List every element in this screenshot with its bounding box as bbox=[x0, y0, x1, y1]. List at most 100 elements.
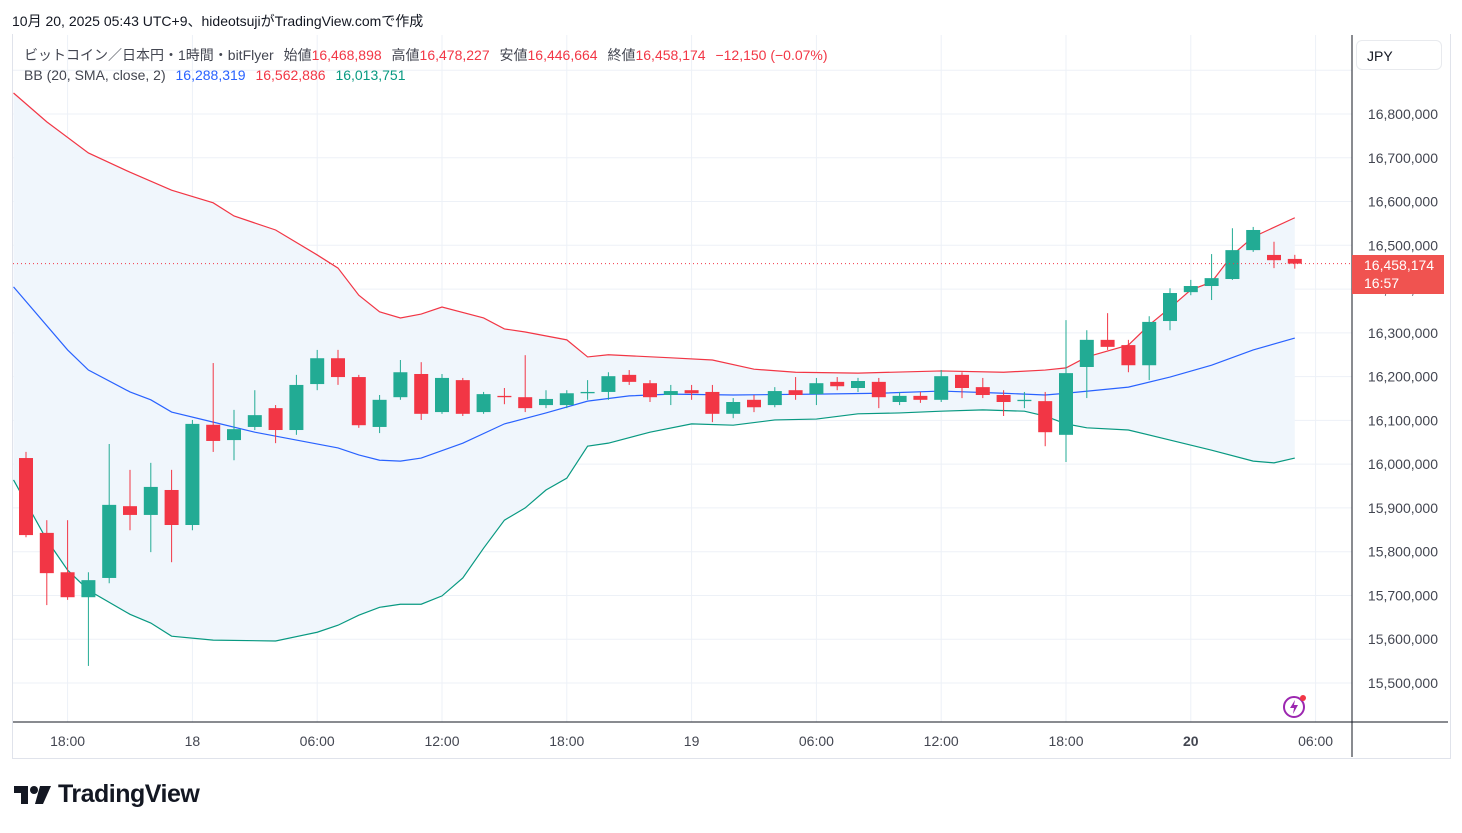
candle-body bbox=[39, 532, 54, 574]
candle bbox=[185, 419, 200, 531]
candle bbox=[1142, 316, 1157, 381]
candle-body bbox=[331, 358, 345, 378]
candle-body bbox=[788, 390, 803, 396]
tradingview-logo-icon bbox=[14, 785, 51, 804]
candle-body bbox=[955, 374, 969, 389]
time-tick-label: 19 bbox=[684, 733, 700, 749]
candle bbox=[1038, 391, 1053, 447]
candle-body bbox=[1100, 339, 1115, 347]
candle bbox=[684, 384, 699, 400]
candle-body bbox=[1079, 339, 1094, 367]
candle bbox=[351, 374, 366, 428]
symbol-legend[interactable]: ビットコイン／日本円・1時間・bitFlyer 始値16,468,898 高値1… bbox=[24, 45, 828, 65]
candle-body bbox=[747, 399, 761, 408]
candle-body bbox=[1121, 345, 1136, 366]
price-tick-label: 16,300,000 bbox=[1368, 325, 1438, 341]
time-tick-label: 18:00 bbox=[549, 733, 584, 749]
candle bbox=[747, 395, 761, 413]
candle bbox=[19, 451, 33, 538]
candle bbox=[767, 387, 782, 408]
change-value: −12,150 (−0.07%) bbox=[715, 47, 828, 63]
candle-body bbox=[1246, 229, 1261, 251]
candle-body bbox=[705, 391, 720, 414]
candle bbox=[1287, 254, 1302, 269]
candle bbox=[1079, 330, 1094, 399]
candle-body bbox=[934, 376, 949, 400]
candle bbox=[81, 572, 96, 666]
candle bbox=[622, 370, 637, 385]
last-price-label: 16,458,174 16:57 bbox=[1352, 255, 1444, 294]
candle bbox=[975, 377, 990, 399]
lightning-icon[interactable] bbox=[1282, 694, 1308, 720]
candle bbox=[851, 377, 865, 392]
last-price-value: 16,458,174 bbox=[1364, 257, 1435, 273]
price-tick-label: 16,000,000 bbox=[1368, 456, 1438, 472]
tradingview-logo[interactable]: TradingView bbox=[14, 780, 200, 809]
candle-body bbox=[913, 395, 928, 400]
candle bbox=[539, 390, 553, 409]
candle-body bbox=[726, 402, 741, 414]
candle-body bbox=[559, 393, 574, 406]
candle-body bbox=[643, 383, 657, 398]
candle bbox=[455, 377, 470, 417]
symbol-title: ビットコイン／日本円・1時間・bitFlyer bbox=[24, 47, 274, 63]
chart-frame bbox=[12, 34, 1451, 759]
candle bbox=[892, 391, 907, 406]
candle-body bbox=[996, 395, 1011, 403]
candle-body bbox=[767, 391, 782, 406]
price-tick-label: 15,700,000 bbox=[1368, 587, 1438, 603]
candle bbox=[1183, 279, 1198, 296]
price-tick-label: 15,800,000 bbox=[1368, 544, 1438, 560]
candle bbox=[643, 380, 657, 403]
indicator-legend[interactable]: BB (20, SMA, close, 2) 16,288,319 16,562… bbox=[24, 67, 406, 83]
candle-body bbox=[455, 380, 470, 414]
candle-body bbox=[143, 486, 158, 515]
high-value: 16,478,227 bbox=[419, 47, 490, 63]
candle-body bbox=[518, 397, 533, 409]
candle bbox=[393, 359, 408, 400]
candle bbox=[310, 349, 325, 391]
bb-upper-value: 16,562,886 bbox=[255, 67, 326, 83]
candle bbox=[372, 395, 387, 434]
candle-body bbox=[393, 372, 408, 398]
time-tick-label: 18:00 bbox=[1048, 733, 1083, 749]
candle bbox=[559, 390, 574, 409]
candle bbox=[1204, 254, 1219, 301]
candle bbox=[663, 384, 678, 406]
candle-body bbox=[268, 408, 283, 431]
candle bbox=[1225, 228, 1240, 280]
candle-body bbox=[601, 376, 616, 392]
price-tick-label: 16,200,000 bbox=[1368, 369, 1438, 385]
candle bbox=[227, 409, 241, 461]
candle-body bbox=[102, 504, 117, 578]
candle bbox=[913, 391, 928, 403]
candle bbox=[809, 377, 824, 406]
candle-body bbox=[830, 381, 845, 387]
currency-button[interactable]: JPY bbox=[1356, 40, 1442, 70]
candle bbox=[788, 377, 803, 400]
candle bbox=[1246, 226, 1261, 252]
candle-body bbox=[1225, 250, 1240, 280]
candle-body bbox=[497, 395, 512, 398]
candle bbox=[1121, 339, 1136, 373]
time-tick-label: 06:00 bbox=[300, 733, 335, 749]
candle bbox=[247, 390, 262, 431]
candle-body bbox=[892, 395, 907, 403]
candle-body bbox=[871, 381, 886, 398]
candle-body bbox=[435, 377, 449, 413]
candle-body bbox=[809, 383, 824, 395]
candle bbox=[705, 384, 720, 423]
candle bbox=[289, 374, 304, 435]
candle-body bbox=[164, 489, 179, 526]
time-tick-label: 06:00 bbox=[1298, 733, 1333, 749]
bb-lower-value: 16,013,751 bbox=[335, 67, 406, 83]
candle bbox=[497, 388, 512, 405]
time-tick-label: 20 bbox=[1183, 733, 1199, 749]
candle bbox=[996, 390, 1011, 417]
brand-name: TradingView bbox=[58, 780, 200, 808]
time-tick-label: 06:00 bbox=[799, 733, 834, 749]
candle-body bbox=[247, 415, 262, 427]
candle bbox=[1059, 320, 1073, 462]
candle bbox=[955, 372, 969, 399]
